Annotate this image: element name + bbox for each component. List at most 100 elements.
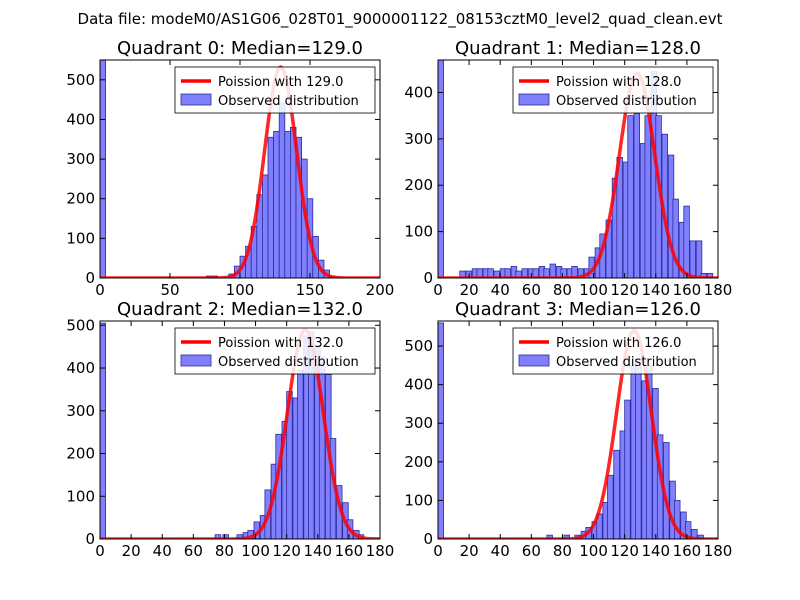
- figure-suptitle: Data file: modeM0/AS1G06_028T01_90000011…: [78, 10, 723, 29]
- poisson-fit-line: [100, 65, 380, 278]
- legend: Poission with 132.0 Observed distribution: [174, 327, 376, 375]
- x-tick-label: 140: [641, 281, 670, 299]
- axes-frame: [437, 59, 719, 279]
- y-tick-label: 200: [404, 176, 433, 194]
- x-tick-label: 200: [366, 281, 395, 299]
- x-tick-label: 0: [433, 281, 443, 299]
- legend-hist-swatch: [180, 93, 212, 106]
- y-tick-label: 500: [66, 316, 95, 334]
- histogram-bar: [546, 534, 553, 539]
- y-tick-label: 200: [404, 453, 433, 471]
- x-tick-label: 0: [433, 542, 443, 560]
- x-tick-label: 120: [610, 542, 639, 560]
- x-tick-label: 160: [673, 542, 702, 560]
- x-tick-label: 20: [460, 281, 479, 299]
- legend-hist-label: Observed distribution: [556, 94, 697, 109]
- x-tick-label: 0: [95, 542, 105, 560]
- x-tick-label: 20: [460, 542, 479, 560]
- legend-hist-label: Observed distribution: [218, 355, 359, 370]
- x-tick-label: 100: [579, 281, 608, 299]
- y-tick-label: 300: [404, 130, 433, 148]
- histogram-bar: [278, 103, 286, 278]
- x-tick-label: 180: [704, 281, 733, 299]
- y-tick-label: 300: [66, 150, 95, 168]
- legend: Poission with 126.0 Observed distribution: [512, 327, 714, 375]
- legend-fit-label: Poission with 129.0: [218, 75, 343, 90]
- histogram-bar: [504, 268, 511, 278]
- subplot-title: Quadrant 2: Median=132.0: [117, 299, 363, 320]
- x-tick-label: 40: [491, 542, 510, 560]
- subplot-title: Quadrant 0: Median=129.0: [117, 38, 363, 59]
- legend-hist-label: Observed distribution: [218, 94, 359, 109]
- legend: Poission with 128.0 Observed distribution: [512, 66, 714, 114]
- histogram-bar: [487, 268, 494, 278]
- histogram-bar: [560, 268, 567, 278]
- x-tick-label: 180: [366, 542, 395, 560]
- axes-frame: [437, 320, 719, 540]
- x-tick-label: 160: [335, 542, 364, 560]
- y-tick-label: 100: [404, 491, 433, 509]
- x-tick-label: 100: [226, 281, 255, 299]
- x-tick-label: 50: [160, 281, 179, 299]
- histogram-bar: [100, 60, 106, 278]
- histogram-bar: [672, 198, 679, 278]
- subplot-grid: Quadrant 0: Median=129.00 50 100 150 2000100…: [66, 38, 732, 560]
- subplot-quadrant-0: Quadrant 0: Median=129.0 0 50 100 150 200 0 100…: [66, 38, 394, 299]
- histogram-bar: [689, 240, 696, 278]
- x-tick-label: 150: [296, 281, 325, 299]
- y-tick-label: 200: [66, 445, 95, 463]
- histogram-bar: [607, 474, 614, 539]
- y-tick-label: 400: [66, 359, 95, 377]
- histogram-bar: [261, 174, 269, 278]
- y-tick-label: 0: [85, 269, 95, 287]
- y-tick-label: 0: [85, 530, 95, 548]
- x-tick-label: 40: [491, 281, 510, 299]
- y-tick-label: 100: [66, 229, 95, 247]
- histogram-bar: [627, 115, 634, 278]
- histogram-bar: [273, 130, 280, 278]
- axes-frame: [99, 59, 381, 279]
- histogram-bar: [476, 268, 483, 278]
- subplot-title: Quadrant 1: Median=128.0: [455, 38, 701, 59]
- axis-ticks: 0 50 100 150 200 0 100 200 300 400 500: [66, 60, 394, 299]
- histogram-bar: [532, 268, 539, 278]
- histogram-bar: [297, 369, 304, 539]
- x-tick-label: 100: [241, 542, 270, 560]
- legend-fit-label: Poission with 126.0: [556, 336, 681, 351]
- legend-hist-swatch: [518, 93, 550, 106]
- y-tick-label: 100: [66, 487, 95, 505]
- legend-fit-label: Poission with 128.0: [556, 75, 681, 90]
- histogram-bar: [571, 266, 578, 278]
- legend-hist-label: Observed distribution: [556, 355, 697, 370]
- subplot-quadrant-2: Quadrant 2: Median=132.00 20 40 60 80 100 120 1…: [66, 299, 394, 560]
- x-tick-label: 80: [553, 542, 572, 560]
- histogram-bar: [633, 112, 640, 278]
- histogram-bar: [613, 449, 620, 539]
- x-tick-label: 60: [184, 542, 203, 560]
- y-tick-label: 300: [404, 414, 433, 432]
- x-tick-label: 120: [272, 542, 301, 560]
- x-tick-label: 60: [522, 542, 541, 560]
- histogram-bar: [683, 205, 690, 278]
- legend-fit-label: Poission with 132.0: [218, 336, 343, 351]
- histogram-bar: [577, 268, 584, 278]
- x-tick-label: 80: [215, 542, 234, 560]
- y-tick-label: 400: [404, 83, 433, 101]
- y-tick-label: 300: [66, 402, 95, 420]
- legend-hist-swatch: [518, 354, 550, 367]
- x-tick-label: 120: [610, 281, 639, 299]
- y-tick-label: 400: [66, 110, 95, 128]
- legend-hist-swatch: [180, 354, 212, 367]
- histogram-bar: [624, 399, 631, 539]
- x-tick-label: 40: [153, 542, 172, 560]
- x-tick-label: 140: [641, 542, 670, 560]
- histogram-bar: [100, 322, 106, 539]
- poisson-fit-line: [438, 71, 718, 278]
- subplot-quadrant-3: Quadrant 3: Median=126.00 20 40 60 80 100 120 1…: [404, 299, 732, 560]
- axes-frame: [99, 320, 381, 540]
- y-tick-label: 0: [423, 269, 433, 287]
